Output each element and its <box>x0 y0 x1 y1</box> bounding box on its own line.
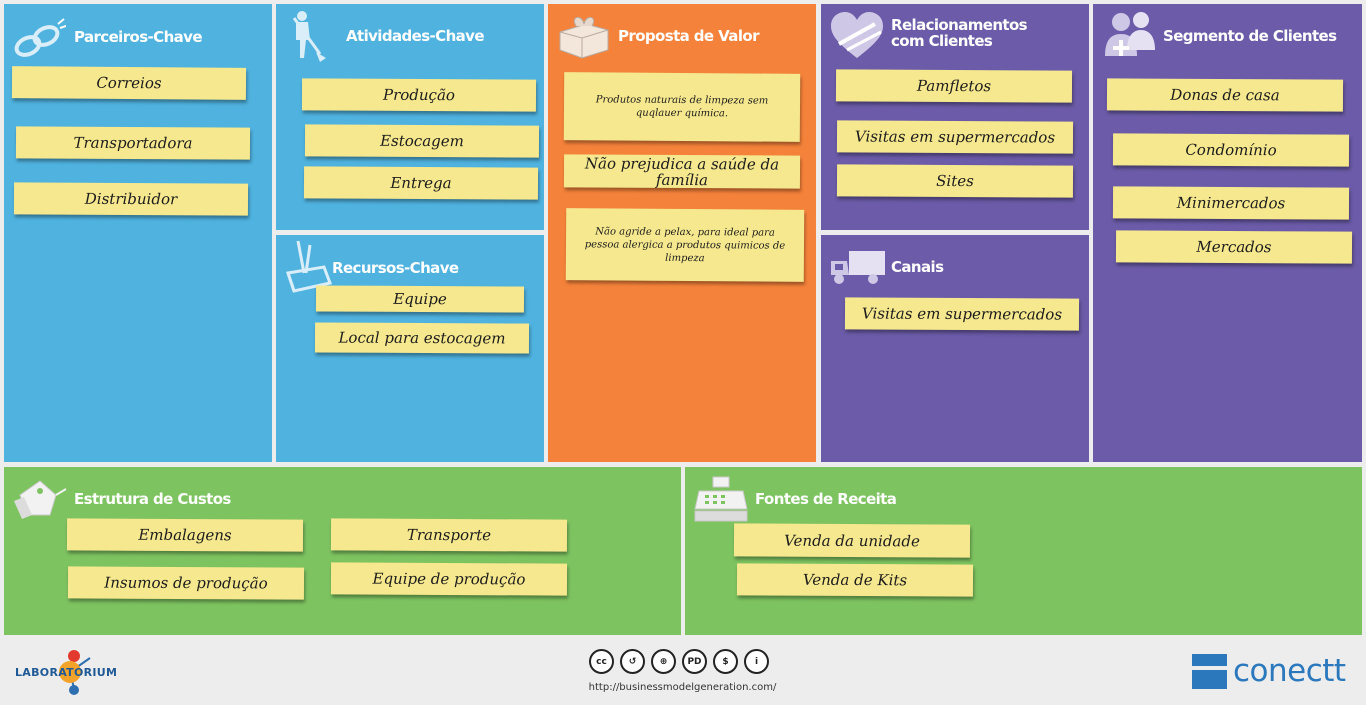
license-url-link[interactable]: http://businessmodelgeneration.com/ <box>588 682 777 693</box>
note-venda-unidade[interactable]: Venda da unidade <box>733 523 971 558</box>
recursos-chave-title: Recursos-Chave <box>332 259 459 277</box>
canais-block: Canais Visitas em supermercados <box>821 235 1089 462</box>
relacionamentos-block: Relacionamentos com Clientes Pamfletos V… <box>821 4 1089 230</box>
note-transportadora[interactable]: Transportadora <box>15 126 251 160</box>
note-local-estocagem[interactable]: Local para estocagem <box>314 322 530 354</box>
segmento-clientes-block: Segmento de Clientes Donas de casa Condo… <box>1093 4 1362 462</box>
person-icon: i <box>744 649 769 674</box>
note-entrega[interactable]: Entrega <box>303 166 539 200</box>
canais-title: Canais <box>891 258 944 276</box>
note-equipe[interactable]: Equipe <box>315 285 525 313</box>
note-produtos-naturais[interactable]: Produtos naturais de limpeza sem quqlaue… <box>563 72 801 142</box>
estrutura-custos-block: Estrutura de Custos Embalagens Transport… <box>4 467 681 635</box>
note-minimercados[interactable]: Minimercados <box>1112 186 1350 220</box>
toolbox-icon <box>286 240 332 293</box>
note-insumos-producao[interactable]: Insumos de produção <box>67 566 305 600</box>
note-estocagem[interactable]: Estocagem <box>304 124 540 158</box>
relacionamentos-title-line2: com Clientes <box>891 32 993 50</box>
parceiros-chave-block: Parceiros-Chave Correios Transportadora … <box>4 4 272 462</box>
nc-icon: $ <box>713 649 738 674</box>
heart-icon <box>831 12 883 58</box>
note-mercados[interactable]: Mercados <box>1115 230 1353 264</box>
note-nao-prejudica[interactable]: Não prejudica a saúde da família <box>563 154 801 189</box>
atividades-chave-block: Atividades-Chave Produção Estocagem Entr… <box>276 4 544 230</box>
recursos-chave-block: Recursos-Chave Equipe Local para estocag… <box>276 235 544 462</box>
note-donas-de-casa[interactable]: Donas de casa <box>1106 78 1344 112</box>
parceiros-chave-title: Parceiros-Chave <box>74 28 203 46</box>
note-visitas-supermercados-canais[interactable]: Visitas em supermercados <box>844 297 1080 331</box>
truck-icon <box>831 251 885 284</box>
conectt-logo: conectt <box>1192 654 1346 689</box>
proposta-valor-title: Proposta de Valor <box>618 27 759 45</box>
note-nao-agride[interactable]: Não agride a pelax, para ideal para pess… <box>565 208 805 282</box>
chain-link-icon <box>14 18 66 57</box>
license-icons: cc ↺ ⊕ PD $ i <box>589 649 769 674</box>
proposta-valor-block: Proposta de Valor Produtos naturais de l… <box>548 4 816 462</box>
estrutura-custos-title: Estrutura de Custos <box>74 490 231 508</box>
note-transporte[interactable]: Transporte <box>330 518 568 552</box>
laboratorium-logo-text: LABORATORIUM <box>15 666 118 679</box>
segmento-clientes-title: Segmento de Clientes <box>1163 27 1337 45</box>
relacionamentos-title-line1: Relacionamentos <box>891 16 1028 34</box>
pd-icon: PD <box>682 649 707 674</box>
conectt-mark-icon <box>1192 654 1227 689</box>
note-condominio[interactable]: Condomínio <box>1112 133 1350 167</box>
gift-box-icon <box>559 17 609 59</box>
conectt-brand-text: conectt <box>1233 653 1346 689</box>
atividades-chave-title: Atividades-Chave <box>346 27 485 45</box>
note-visitas-supermercados-rel[interactable]: Visitas em supermercados <box>836 120 1074 154</box>
note-embalagens[interactable]: Embalagens <box>66 518 304 552</box>
note-equipe-producao[interactable]: Equipe de produção <box>330 562 568 596</box>
fontes-receita-title: Fontes de Receita <box>755 490 897 508</box>
price-tag-icon <box>14 480 67 519</box>
note-venda-kits[interactable]: Venda de Kits <box>736 563 974 597</box>
cc-icon: cc <box>589 649 614 674</box>
laboratorium-logo-icon <box>59 650 91 695</box>
note-pamfletos[interactable]: Pamfletos <box>835 69 1073 103</box>
note-sites[interactable]: Sites <box>836 164 1074 198</box>
people-icon <box>1105 12 1155 56</box>
worker-shovel-icon <box>292 11 326 62</box>
note-distribuidor[interactable]: Distribuidor <box>13 182 249 216</box>
note-correios[interactable]: Correios <box>11 66 247 100</box>
web-icon: ⊕ <box>651 649 676 674</box>
by-icon: ↺ <box>620 649 645 674</box>
note-producao[interactable]: Produção <box>301 78 537 112</box>
fontes-receita-block: Fontes de Receita Venda da unidade Venda… <box>685 467 1362 635</box>
cash-register-icon <box>694 476 748 522</box>
